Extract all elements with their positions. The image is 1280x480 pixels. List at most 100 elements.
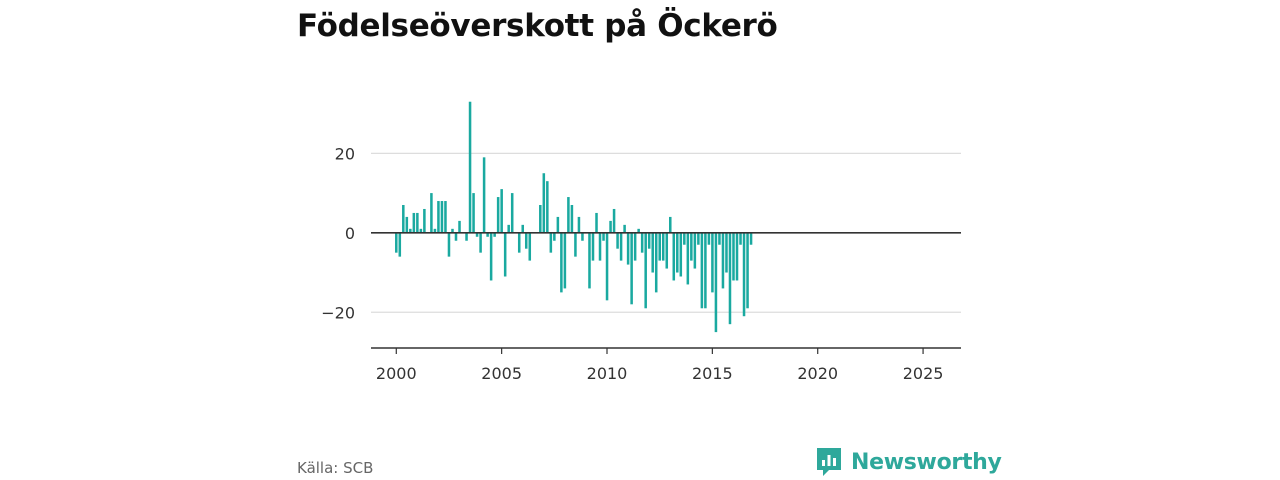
bar xyxy=(637,228,640,233)
bar xyxy=(704,232,707,309)
bar xyxy=(616,232,619,249)
bar xyxy=(644,232,647,309)
x-tick-label: 2000 xyxy=(376,364,417,383)
bar xyxy=(430,193,433,233)
bar xyxy=(507,224,510,233)
bar xyxy=(651,232,654,273)
bar xyxy=(612,208,616,233)
bar xyxy=(609,220,612,233)
bar xyxy=(475,232,479,237)
bar xyxy=(542,173,546,233)
bar xyxy=(588,232,591,289)
bar xyxy=(725,232,728,273)
bar xyxy=(405,216,409,233)
x-axis-ticks: 2000 2005 2010 2015 2020 2025 xyxy=(376,348,944,383)
bar xyxy=(412,212,416,233)
bar xyxy=(489,232,493,281)
bar xyxy=(672,232,676,281)
bar xyxy=(416,212,419,233)
bar xyxy=(742,232,746,317)
bar xyxy=(556,216,560,233)
bar xyxy=(395,232,398,253)
bar xyxy=(732,232,735,281)
bar xyxy=(500,189,503,233)
bar xyxy=(419,228,423,233)
bar xyxy=(433,228,437,233)
chart-title: Födelseöverskott på Öckerö xyxy=(297,8,778,44)
bar xyxy=(626,232,630,265)
bar xyxy=(665,232,669,269)
bar xyxy=(718,232,721,245)
bar xyxy=(598,232,602,261)
bar xyxy=(468,101,472,233)
bar xyxy=(697,232,700,245)
bar-series xyxy=(395,101,753,333)
bar-chart: 2000 2005 2010 2015 2020 2025 20 0 −20 xyxy=(321,101,961,383)
bar xyxy=(479,232,482,253)
bar xyxy=(728,232,732,325)
bar xyxy=(458,220,461,233)
bar xyxy=(721,232,725,289)
bar xyxy=(472,193,475,233)
bar xyxy=(679,232,683,277)
bar xyxy=(591,232,595,261)
bar xyxy=(686,232,690,285)
bar xyxy=(567,197,570,233)
bar xyxy=(683,232,686,245)
bar xyxy=(503,232,507,277)
brand-logo: Newsworthy xyxy=(815,446,1002,478)
bar xyxy=(749,232,753,245)
bar xyxy=(661,232,665,261)
y-tick-label: 20 xyxy=(335,144,355,163)
newsworthy-logo-icon xyxy=(817,448,841,476)
bar xyxy=(486,232,489,237)
bar xyxy=(539,205,542,233)
bar xyxy=(402,205,405,233)
bar xyxy=(647,232,651,249)
bar xyxy=(574,232,577,257)
bar xyxy=(581,232,584,241)
y-axis-ticks: 20 0 −20 xyxy=(321,144,355,322)
bar xyxy=(451,228,454,233)
bar xyxy=(640,232,644,253)
y-tick-label: −20 xyxy=(321,303,355,322)
bar xyxy=(714,232,718,333)
bar xyxy=(623,224,626,233)
bar xyxy=(465,232,468,241)
bar xyxy=(493,232,496,237)
x-tick-label: 2010 xyxy=(587,364,628,383)
bar xyxy=(690,232,693,261)
bar xyxy=(398,232,402,257)
bar xyxy=(546,181,549,233)
bar xyxy=(700,232,704,309)
x-tick-label: 2015 xyxy=(692,364,733,383)
x-tick-label: 2025 xyxy=(903,364,944,383)
bar xyxy=(746,232,749,309)
bar xyxy=(553,232,556,241)
bar xyxy=(510,193,514,233)
bar xyxy=(602,232,605,241)
bar xyxy=(496,197,500,233)
bar xyxy=(482,157,486,233)
bar xyxy=(658,232,661,261)
bar xyxy=(633,232,637,261)
bar xyxy=(454,232,458,241)
bar xyxy=(447,232,451,257)
bar xyxy=(521,224,525,233)
bar xyxy=(605,232,609,301)
bar xyxy=(423,208,426,233)
bar xyxy=(549,232,553,253)
bar xyxy=(654,232,658,293)
bar xyxy=(528,232,532,261)
bar xyxy=(693,232,697,269)
source-note: Källa: SCB xyxy=(297,459,374,477)
y-tick-label: 0 xyxy=(345,224,355,243)
bar xyxy=(711,232,714,293)
brand-name: Newsworthy xyxy=(851,449,1002,475)
bar xyxy=(570,205,574,233)
bar xyxy=(524,232,528,249)
bar xyxy=(739,232,742,245)
bar xyxy=(669,216,672,233)
bar xyxy=(563,232,567,289)
bar xyxy=(560,232,563,293)
